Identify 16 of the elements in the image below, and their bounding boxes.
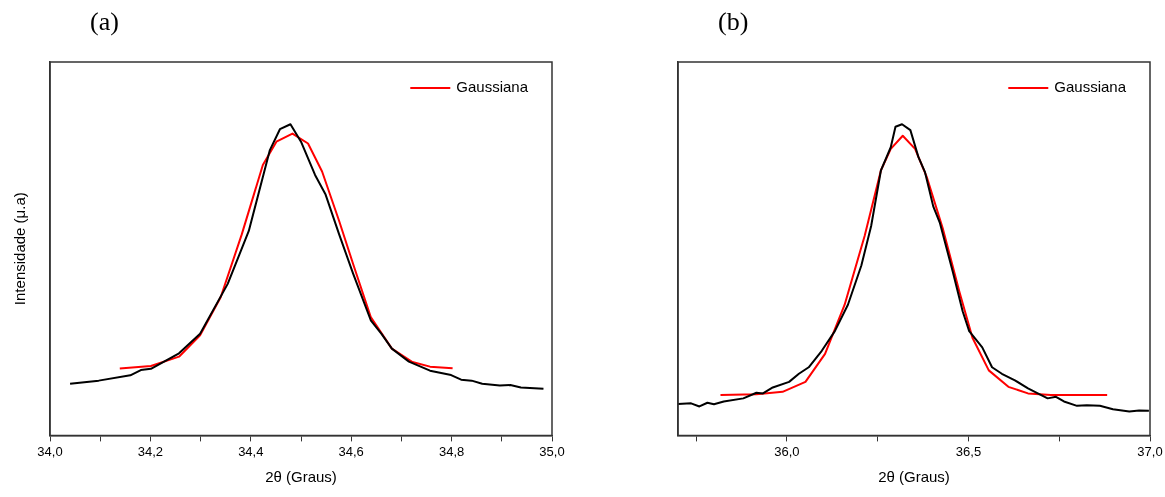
x-tick-label: 36,0: [774, 443, 800, 459]
legend-label: Gaussiana: [456, 78, 529, 96]
y-axis-title: Intensidade (μ.a): [11, 192, 29, 306]
x-tick-label: 34,8: [438, 443, 465, 459]
chart-title: (a): [90, 6, 119, 36]
x-tick-label: 37,0: [1137, 443, 1163, 459]
x-tick-label: 36,5: [955, 443, 982, 459]
x-tick-label: 34,4: [238, 443, 264, 459]
x-tick-label: 34,2: [137, 443, 164, 459]
x-axis-title: 2θ (Graus): [265, 468, 337, 486]
x-tick-label: 35,0: [539, 443, 565, 459]
chart-title: (b): [718, 6, 749, 36]
legend-label: Gaussiana: [1054, 78, 1127, 96]
x-tick-label: 34,0: [37, 443, 63, 459]
x-tick-label: 34,6: [338, 443, 364, 459]
x-axis-title: 2θ (Graus): [878, 468, 950, 486]
